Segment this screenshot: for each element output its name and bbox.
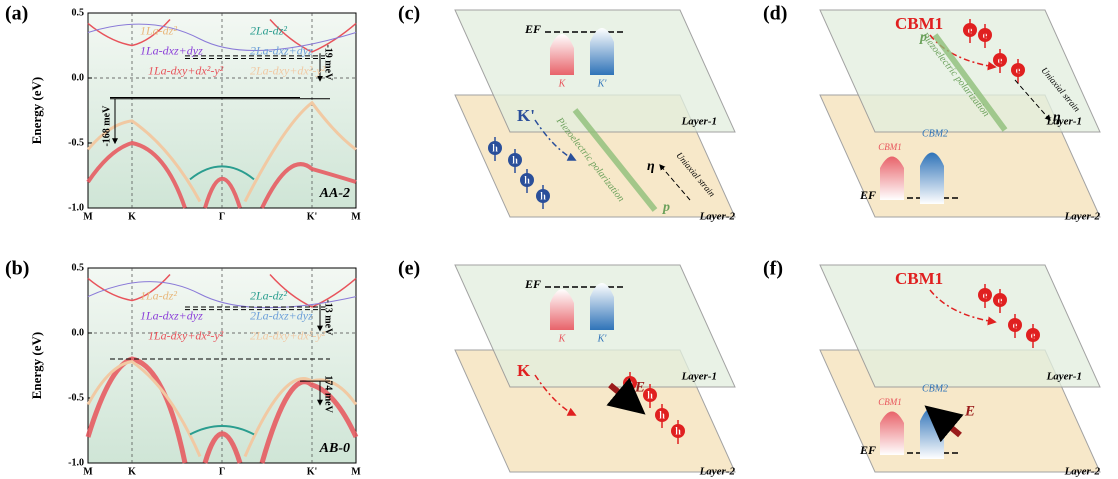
x-tick-label: M [351, 466, 361, 477]
annotation: -168 meV [101, 105, 112, 147]
carrier-label: K [517, 361, 531, 380]
x-tick-label: M [351, 211, 361, 222]
legend-entry: 2La-dz² [250, 288, 287, 302]
figure: (a)MKΓK'M0.50.0-0.5-1.0Energy (eV)-19 me… [0, 0, 1118, 479]
panel-label: (c) [398, 3, 420, 25]
cbm [880, 157, 904, 201]
legend-entry: 2La-dxz+dyz [250, 308, 313, 322]
legend-entry: 2La-dz² [250, 23, 287, 37]
y-tick-label: -0.5 [68, 137, 84, 148]
panel-label: (b) [5, 258, 29, 280]
x-tick-label: K' [307, 211, 318, 222]
stacking-label: AB-0 [319, 441, 350, 456]
fermi-label: EF [524, 277, 541, 291]
fermi-label: EF [859, 188, 876, 202]
legend-entry: 2La-dxy+dx²-y² [250, 63, 326, 77]
legend-entry: 1La-dxz+dyz [140, 308, 203, 322]
x-tick-label: K' [307, 466, 318, 477]
legend-entry: 1La-dz² [140, 23, 177, 37]
p-label: p [662, 200, 670, 215]
y-tick-label: 0.0 [72, 72, 85, 83]
p-label: p [919, 30, 927, 45]
fermi-label: EF [859, 443, 876, 457]
y-axis-label: Energy (eV) [29, 332, 44, 400]
legend-entry: 2La-dxy+dx²-y² [250, 328, 326, 342]
field-label: E [634, 379, 645, 395]
x-tick-label: M [83, 211, 93, 222]
y-tick-label: -0.5 [68, 392, 84, 403]
layer-label: Layer-2 [1064, 211, 1101, 223]
field-label: E [964, 403, 975, 419]
y-tick-label: -1.0 [68, 202, 84, 213]
y-tick-label: 0.0 [72, 327, 85, 338]
y-tick-label: 0.5 [72, 262, 85, 273]
cbm-label: CBM1 [878, 397, 902, 407]
eta-label: η [647, 159, 655, 174]
layer-label: Layer-2 [699, 466, 736, 478]
legend-entry: 1La-dxy+dx²-y² [148, 63, 224, 77]
layer-label: Layer-1 [681, 371, 717, 383]
layer-label: Layer-1 [1046, 116, 1082, 128]
cbm-label: CBM2 [922, 383, 948, 394]
cbm [880, 412, 904, 456]
legend-entry: 1La-dxy+dx²-y² [148, 328, 224, 342]
carrier-label: CBM1 [895, 269, 943, 288]
eta-label: η [1053, 110, 1061, 125]
layer-label: Layer-2 [1064, 466, 1101, 478]
valley-label: K' [597, 333, 608, 344]
schematic-panel: (c)Layer-1Layer-2EFKK'K'hhhhPiezoelectri… [398, 3, 735, 223]
panel-label: (a) [5, 3, 28, 25]
legend-entry: 2La-dxz+dyz [250, 43, 313, 57]
panel-label: (e) [398, 258, 420, 280]
x-tick-label: K [128, 211, 136, 222]
legend-entry: 1La-dz² [140, 288, 177, 302]
x-tick-label: M [83, 466, 93, 477]
stacking-label: AA-2 [319, 186, 350, 201]
layer-label: Layer-2 [699, 211, 736, 223]
fermi-label: EF [524, 22, 541, 36]
valley-label: K [558, 78, 567, 89]
carrier-label: K' [517, 106, 535, 125]
layer-label: Layer-1 [681, 116, 717, 128]
legend-entry: 1La-dxz+dyz [140, 43, 203, 57]
panel-label: (d) [763, 3, 787, 25]
cbm-label: CBM1 [878, 142, 902, 152]
x-tick-label: Γ [219, 466, 225, 477]
valley [590, 28, 614, 75]
valley [590, 283, 614, 330]
cbm-label: CBM2 [922, 128, 948, 139]
annotation: 174 meV [323, 375, 334, 413]
cbm [920, 153, 944, 205]
x-tick-label: Γ [219, 211, 225, 222]
panel-label: (f) [763, 258, 783, 280]
valley-label: K [558, 333, 567, 344]
x-tick-label: K [128, 466, 136, 477]
valley-label: K' [597, 78, 608, 89]
y-tick-label: -1.0 [68, 457, 84, 468]
layer-label: Layer-1 [1046, 371, 1082, 383]
y-tick-label: 0.5 [72, 7, 85, 18]
schematic-panel: (d)Layer-1Layer-2EFCBM1CBM2CBM1eeeePiezo… [763, 3, 1100, 223]
y-axis-label: Energy (eV) [29, 77, 44, 145]
